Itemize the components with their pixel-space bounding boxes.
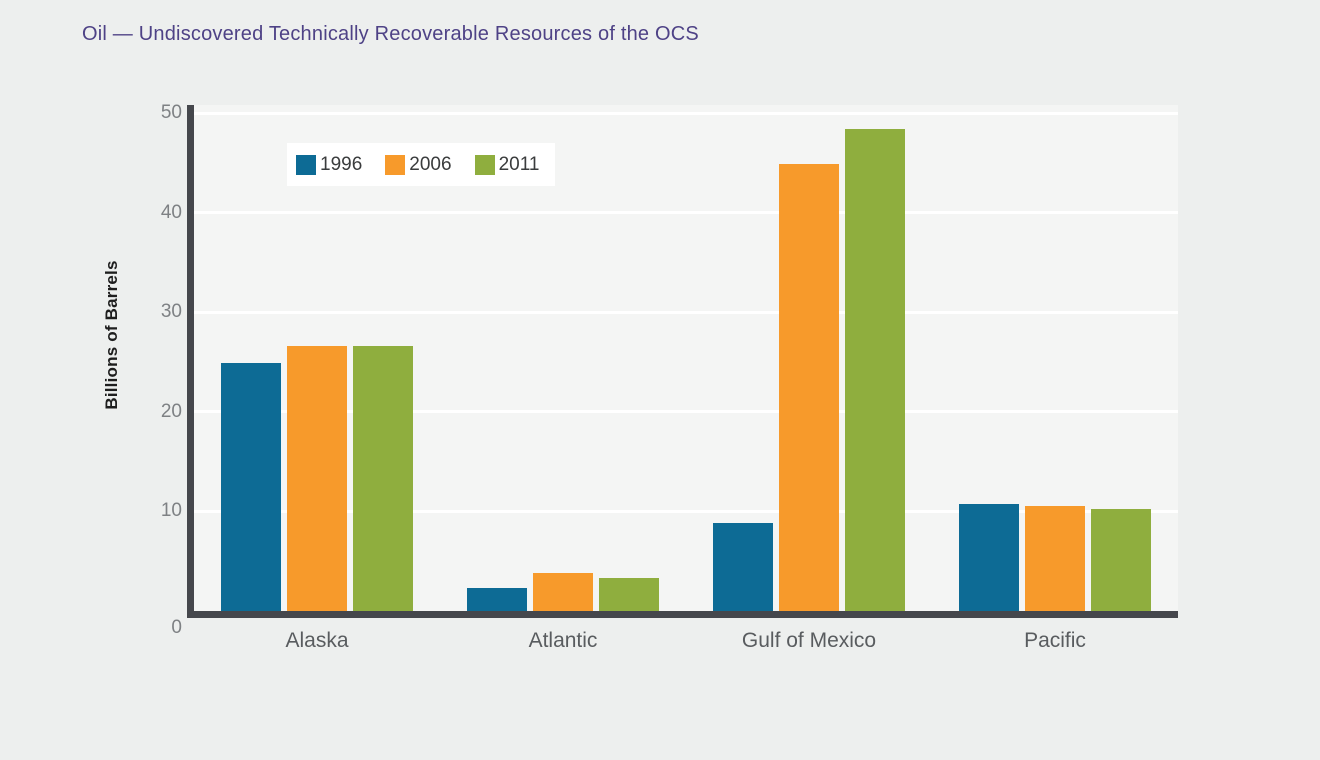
gridline-10 [194, 509, 1178, 513]
legend-swatch-icon [296, 154, 316, 175]
bar-atlantic-2011 [599, 578, 659, 611]
gridline-50 [194, 111, 1178, 115]
x-axis-line [187, 611, 1178, 618]
bar-atlantic-1996 [467, 588, 527, 611]
legend-label: 2011 [498, 153, 540, 175]
y-tick-0: 0 [171, 617, 182, 638]
plot-area [194, 105, 1178, 611]
gridline-20 [194, 410, 1178, 414]
legend: 1996 2006 2011 [287, 143, 556, 186]
bar-gulf-of-mexico-2011 [845, 128, 905, 611]
bar-gulf-of-mexico-2006 [779, 163, 839, 611]
legend-item-2006: 2006 [385, 153, 452, 176]
legend-item-2011: 2011 [474, 153, 540, 176]
bar-pacific-2011 [1091, 509, 1151, 611]
gridline-30 [194, 310, 1178, 314]
bar-alaska-2011 [353, 346, 413, 611]
legend-item-1996: 1996 [296, 154, 362, 176]
y-tick-10: 10 [160, 500, 182, 522]
bar-atlantic-2006 [533, 573, 593, 611]
y-tick-40: 40 [160, 201, 182, 223]
category-label-gulf-of-mexico: Gulf of Mexico [741, 629, 877, 652]
y-tick-30: 30 [160, 301, 182, 323]
legend-swatch-icon [474, 154, 495, 175]
bar-alaska-2006 [287, 346, 347, 611]
bar-alaska-1996 [221, 363, 281, 611]
category-label-atlantic: Atlantic [528, 629, 598, 652]
bar-pacific-2006 [1025, 506, 1085, 611]
y-axis-title: Billions of Barrels [102, 260, 121, 410]
bar-gulf-of-mexico-1996 [713, 523, 773, 611]
y-tick-50: 50 [160, 102, 182, 123]
category-label-pacific: Pacific [1024, 629, 1086, 652]
y-tick-20: 20 [160, 400, 182, 422]
legend-label: 2006 [409, 153, 452, 175]
gridline-40 [194, 211, 1178, 215]
category-label-alaska: Alaska [285, 629, 349, 652]
y-axis-line [187, 105, 194, 618]
bar-pacific-1996 [959, 504, 1019, 611]
legend-swatch-icon [385, 154, 406, 175]
legend-label: 1996 [320, 153, 363, 175]
chart-title: Oil — Undiscovered Technically Recoverab… [82, 23, 699, 45]
